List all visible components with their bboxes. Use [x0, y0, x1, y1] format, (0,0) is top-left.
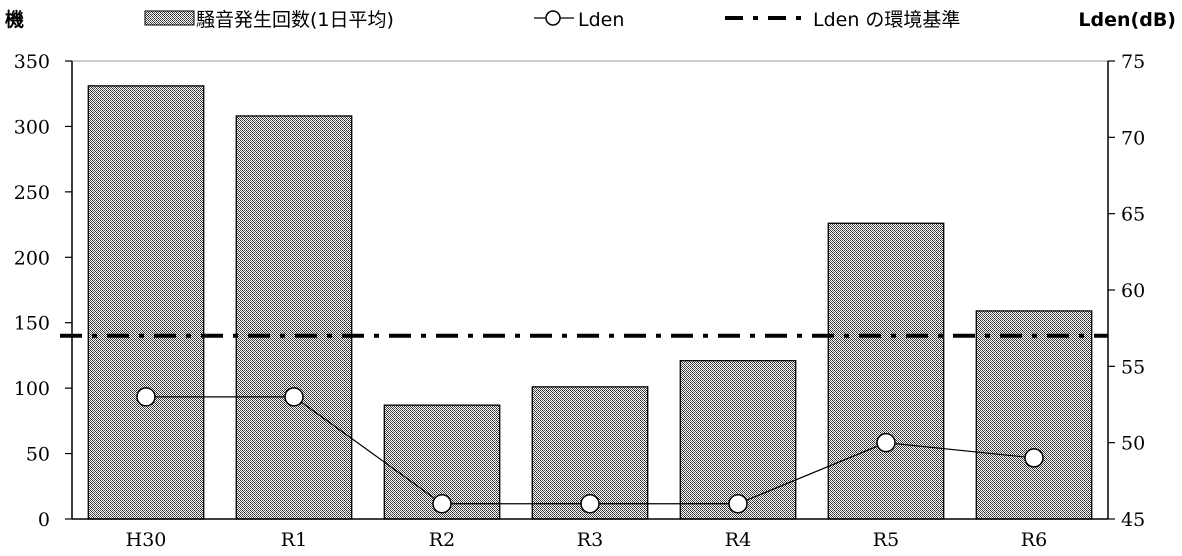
y-tick-label-0: 0	[38, 509, 50, 531]
lden-series	[136, 387, 1044, 514]
y2-tick-label-55: 55	[1121, 356, 1145, 378]
axes: 0 50 100 150 200 250 300 350 45 50 55 60 65 70 75 H30 R1…	[14, 51, 1145, 551]
lden-point-R3	[580, 493, 600, 514]
legend-swatch-bars	[144, 10, 195, 26]
legend-label-standard: Lden の環境基準	[813, 9, 960, 31]
lden-point-R4	[728, 493, 748, 514]
legend: 騒音発生回数(1日平均) Lden Lden の環境基準	[144, 9, 960, 31]
x-tick-label-H30: H30	[126, 529, 167, 551]
lden-point-R1	[284, 387, 304, 407]
y-tick-label-350: 350	[14, 51, 50, 73]
y2-tick-label-50: 50	[1121, 433, 1145, 455]
y-tick-label-150: 150	[14, 313, 50, 335]
y-axis-title: 機	[5, 8, 24, 31]
x-tick-label-R5: R5	[873, 529, 899, 551]
lden-point-R6	[1024, 448, 1044, 468]
x-tick-label-R3: R3	[577, 529, 603, 551]
y-tick-label-250: 250	[14, 182, 50, 204]
legend-label-bars: 騒音発生回数(1日平均)	[196, 9, 394, 31]
bar-R1	[235, 115, 353, 520]
bar-R4	[679, 360, 797, 520]
x-tick-label-R6: R6	[1021, 529, 1047, 551]
y2-tick-label-45: 45	[1121, 509, 1145, 531]
bar-R6	[975, 310, 1093, 520]
y2-tick-label-60: 60	[1121, 280, 1145, 302]
y-tick-label-200: 200	[14, 247, 50, 269]
bar-H30	[87, 85, 205, 520]
bars	[87, 85, 1093, 520]
lden-point-R5	[876, 432, 896, 453]
y2-tick-label-75: 75	[1121, 51, 1145, 73]
y-tick-label-100: 100	[14, 378, 50, 400]
lden-point-H30	[136, 387, 156, 407]
x-tick-label-R4: R4	[725, 529, 751, 551]
y2-tick-label-70: 70	[1121, 127, 1145, 149]
bar-R5	[827, 222, 945, 520]
x-tick-label-R2: R2	[429, 529, 455, 551]
x-tick-label-R1: R1	[281, 529, 307, 551]
legend-swatch-marker	[545, 10, 561, 26]
legend-label-lden: Lden	[578, 9, 624, 31]
y2-tick-label-65: 65	[1121, 204, 1145, 226]
y-tick-label-300: 300	[14, 116, 50, 138]
y2-axis-title: Lden(dB)	[1078, 9, 1176, 31]
lden-point-R2	[432, 493, 452, 514]
y-tick-label-50: 50	[26, 444, 50, 466]
